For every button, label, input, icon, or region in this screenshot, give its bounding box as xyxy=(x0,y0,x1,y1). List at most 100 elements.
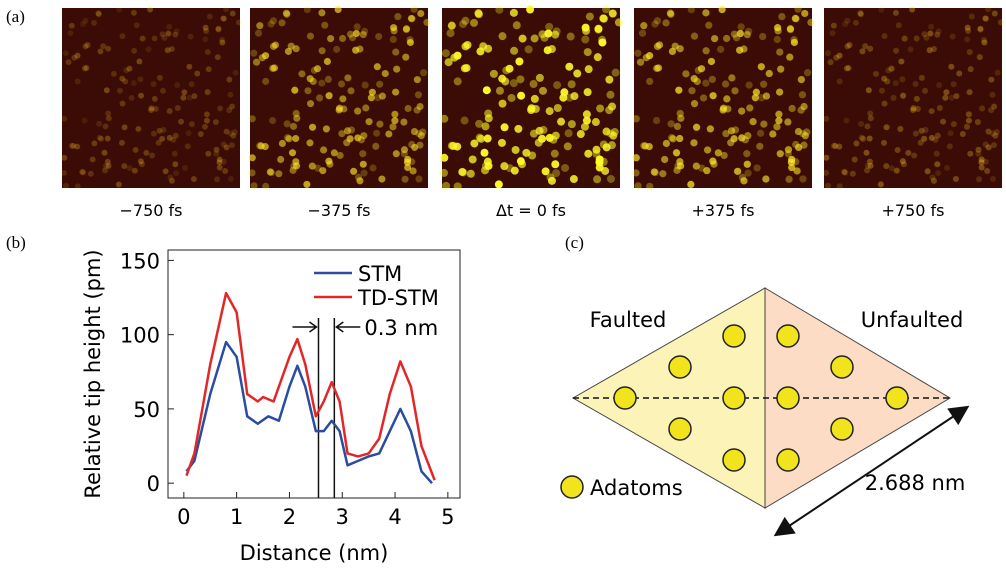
adatom-spot xyxy=(947,143,953,149)
adatom-spot xyxy=(935,170,941,176)
adatom-spot xyxy=(518,160,526,168)
adatom-spot xyxy=(908,46,914,52)
adatom-spot xyxy=(559,94,567,102)
adatom-spot xyxy=(476,47,484,55)
adatom-spot xyxy=(769,130,776,137)
adatom-spot xyxy=(722,130,729,137)
x-axis-label: Distance (nm) xyxy=(240,541,389,565)
adatom-spot xyxy=(303,181,310,188)
adatom-spot xyxy=(592,118,600,126)
adatom-spot xyxy=(823,155,829,161)
adatom-spot xyxy=(249,115,256,122)
adatom-spot xyxy=(91,140,97,146)
adatom-spot xyxy=(343,139,350,146)
adatom-spot xyxy=(74,144,80,150)
adatom-spot xyxy=(61,155,67,161)
adatom-spot xyxy=(766,70,773,77)
adatom-spot xyxy=(776,88,783,95)
stm-image xyxy=(823,6,1004,189)
adatom-spot xyxy=(356,177,363,184)
stm-image xyxy=(440,5,623,190)
adatom-spot xyxy=(122,78,128,84)
y-tick-label: 50 xyxy=(133,398,160,422)
adatom-spot xyxy=(691,33,698,40)
adatom-spot xyxy=(217,106,223,112)
adatom-spot xyxy=(949,95,955,101)
adatom-spot xyxy=(567,33,575,41)
adatom-spot xyxy=(138,93,144,99)
adatom-spot xyxy=(836,144,842,150)
adatom-spot xyxy=(347,87,354,94)
adatom-spot xyxy=(228,176,234,182)
adatom-spot xyxy=(501,77,509,85)
adatom-spot xyxy=(61,170,67,176)
adatom-spot xyxy=(173,170,179,176)
adatom-spot xyxy=(992,10,998,16)
adatom-spot xyxy=(891,95,897,101)
adatom-spot xyxy=(66,59,72,65)
x-tick-label: 4 xyxy=(388,505,401,529)
adatom-spot xyxy=(495,180,503,188)
adatom-spot xyxy=(147,7,153,13)
adatom-spot xyxy=(163,168,169,174)
adatom-spot xyxy=(250,50,257,57)
adatom-spot xyxy=(944,165,950,171)
adatom-spot xyxy=(172,151,178,157)
adatom-spot xyxy=(513,21,521,29)
adatom-spot xyxy=(229,142,235,148)
adatom-spot xyxy=(167,135,173,141)
adatom-spot xyxy=(599,14,607,22)
adatom-spot xyxy=(668,134,675,141)
adatom-spot xyxy=(527,106,535,114)
adatom-spot xyxy=(823,170,829,176)
adatom-spot xyxy=(134,22,140,28)
stm-image xyxy=(632,6,814,190)
adatom-spot xyxy=(408,158,415,165)
adatom-spot xyxy=(969,14,975,20)
adatom-spot xyxy=(807,19,814,26)
adatom-spot xyxy=(654,43,661,50)
adatom-spot xyxy=(318,9,325,16)
adatom-spot xyxy=(174,82,180,88)
adatom-spot xyxy=(709,76,716,83)
adatom-spot xyxy=(61,116,67,122)
adatom-spot xyxy=(602,5,610,13)
adatom-spot xyxy=(354,23,361,30)
adatom-spot xyxy=(88,171,94,177)
adatom-spot xyxy=(778,13,785,20)
adatom-spot xyxy=(940,119,946,125)
region-label: Faulted xyxy=(590,308,667,332)
adatom-spot xyxy=(968,66,974,72)
adatom-spot xyxy=(390,36,397,43)
adatom-spot xyxy=(462,42,470,50)
adatom-spot xyxy=(553,81,561,89)
adatom-spot xyxy=(485,162,493,170)
adatom-spot xyxy=(390,24,397,31)
adatom-spot xyxy=(675,87,682,94)
adatom-spot xyxy=(249,154,256,161)
adatom-spot xyxy=(267,168,274,175)
adatom-spot xyxy=(801,10,808,17)
adatom-spot xyxy=(756,143,763,150)
adatom-spot xyxy=(392,89,399,96)
adatom-spot xyxy=(740,177,747,184)
adatom-spot xyxy=(850,171,856,177)
adatom-spot xyxy=(803,128,810,135)
adatom-spot xyxy=(715,149,722,156)
stm-images: −750 fs−375 fsΔt = 0 fs+375 fs+750 fs xyxy=(61,5,1004,220)
adatom-spot xyxy=(389,123,396,130)
adatom-spot xyxy=(991,142,997,148)
adatom-spot xyxy=(91,20,97,26)
annotation: 0.3 nm xyxy=(364,316,438,340)
adatom-spot xyxy=(950,33,956,39)
adatom-spot xyxy=(213,151,219,157)
adatom-spot xyxy=(75,183,81,189)
adatom-spot xyxy=(873,71,879,77)
adatom-spot xyxy=(548,45,556,53)
adatom-spot xyxy=(695,67,702,74)
adatom-spot xyxy=(327,35,334,42)
adatom-spot xyxy=(307,100,314,107)
arrow xyxy=(336,322,360,332)
adatom-spot xyxy=(600,158,608,166)
adatom-spot xyxy=(688,87,695,94)
